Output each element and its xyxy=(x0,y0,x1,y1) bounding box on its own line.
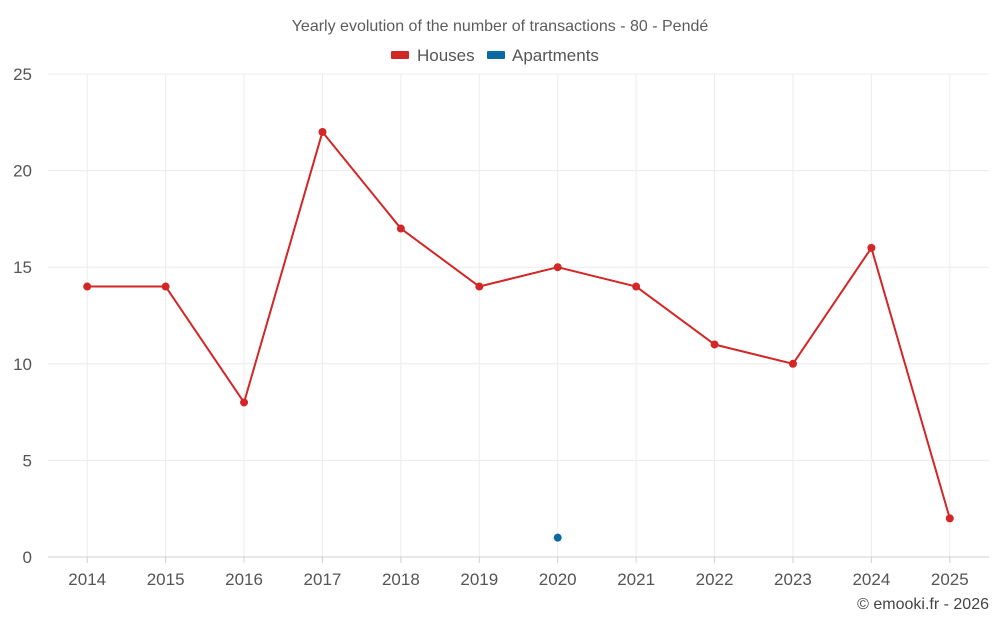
y-tick-label: 25 xyxy=(13,65,32,84)
x-tick-label: 2019 xyxy=(460,570,498,589)
y-tick-label: 20 xyxy=(13,162,32,181)
data-point-houses-2016[interactable] xyxy=(240,398,249,407)
x-tick-label: 2020 xyxy=(539,570,577,589)
plot-area xyxy=(83,127,954,542)
x-tick-label: 2015 xyxy=(147,570,185,589)
data-point-houses-2018[interactable] xyxy=(396,224,405,233)
x-tick-label: 2022 xyxy=(696,570,734,589)
x-tick-label: 2017 xyxy=(304,570,342,589)
x-axis: 2014 2015 2016 2017 2018 2019 2020 2021 2022 2023… xyxy=(48,556,989,589)
data-point-houses-2020[interactable] xyxy=(553,263,562,272)
legend-swatch-apartments xyxy=(487,51,505,59)
data-point-houses-2017[interactable] xyxy=(318,127,327,136)
legend-item-houses[interactable]: Houses xyxy=(391,46,475,65)
y-tick-label: 10 xyxy=(13,355,32,374)
legend-label-apartments: Apartments xyxy=(512,46,599,65)
data-point-apartments-2020[interactable] xyxy=(553,533,562,542)
legend: Houses Apartments xyxy=(391,46,599,65)
x-tick-label: 2023 xyxy=(774,570,812,589)
grid xyxy=(48,73,989,558)
x-tick-label: 2014 xyxy=(68,570,106,589)
data-point-houses-2024[interactable] xyxy=(867,243,876,252)
x-tick-label: 2024 xyxy=(852,570,890,589)
data-point-houses-2019[interactable] xyxy=(475,282,484,291)
data-point-houses-2014[interactable] xyxy=(83,282,92,291)
data-point-houses-2023[interactable] xyxy=(788,359,797,368)
y-axis: 0 5 10 15 20 25 xyxy=(13,65,32,567)
y-tick-label: 5 xyxy=(23,451,32,470)
legend-label-houses: Houses xyxy=(417,46,475,65)
x-tick-label: 2021 xyxy=(617,570,655,589)
x-tick-label: 2018 xyxy=(382,570,420,589)
chart-title: Yearly evolution of the number of transa… xyxy=(292,18,709,35)
data-point-houses-2022[interactable] xyxy=(710,340,719,349)
x-tick-label: 2025 xyxy=(931,570,969,589)
data-point-houses-2021[interactable] xyxy=(632,282,641,291)
data-point-houses-2015[interactable] xyxy=(161,282,170,291)
y-tick-label: 15 xyxy=(13,258,32,277)
series-line-houses xyxy=(87,130,951,519)
data-point-houses-2025[interactable] xyxy=(945,514,954,523)
legend-swatch-houses xyxy=(391,51,409,59)
legend-item-apartments[interactable]: Apartments xyxy=(487,46,599,65)
credit-text: © emooki.fr - 2026 xyxy=(857,596,989,613)
x-tick-label: 2016 xyxy=(225,570,263,589)
y-tick-label: 0 xyxy=(23,548,32,567)
